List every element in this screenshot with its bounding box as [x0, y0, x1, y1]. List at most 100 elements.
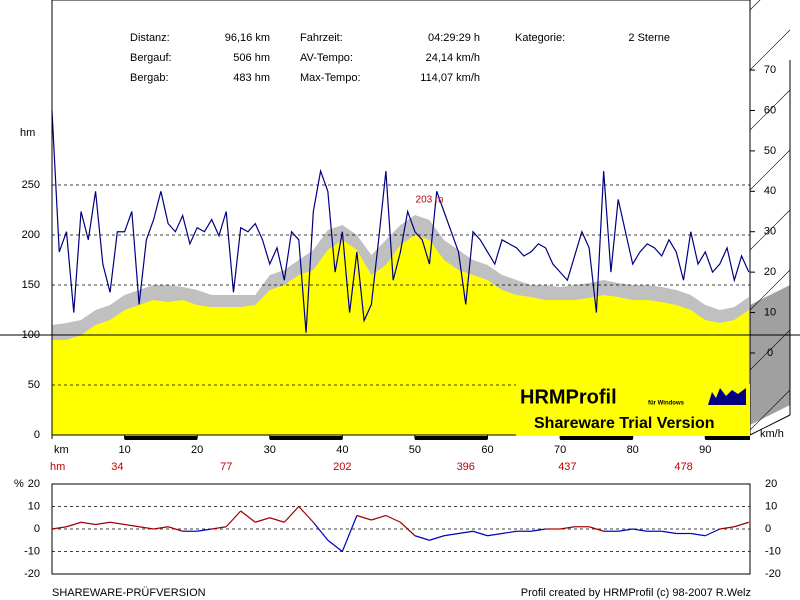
gradient-segment: [283, 506, 300, 523]
logo-trial: Shareware Trial Version: [534, 415, 715, 432]
logo-icon: [708, 388, 746, 405]
gradient-segment: [588, 526, 604, 532]
gradient-segment: [341, 515, 358, 552]
stat-value: 483 hm: [233, 72, 270, 84]
stat-label: Distanz:: [130, 32, 170, 44]
y-tick-label: 10: [28, 500, 40, 512]
x-tick-label: 60: [481, 444, 493, 456]
x-tick-label: 50: [409, 444, 421, 456]
depth-line: [749, 29, 791, 71]
logo-subtitle: für Windows: [648, 401, 685, 407]
stat-value: 04:29:29 h: [428, 32, 480, 44]
depth-edge: [749, 414, 791, 436]
stat-label: Max-Tempo:: [300, 72, 361, 84]
logo-box: [516, 384, 750, 436]
climb-value: 478: [674, 461, 692, 473]
gradient-segment: [298, 506, 314, 523]
km-band: [124, 436, 198, 440]
gradient-segment: [269, 517, 285, 523]
gradient-segment: [255, 517, 270, 523]
stat-label: AV-Tempo:: [300, 52, 353, 64]
stat-label: Bergab:: [130, 72, 169, 84]
gradient-segment: [414, 535, 430, 541]
footer-right: Profil created by HRMProfil (c) 98-2007 …: [521, 587, 751, 599]
stat-value: 24,14 km/h: [426, 52, 480, 64]
gradient-segment: [225, 510, 242, 528]
km-band: [560, 436, 633, 440]
gradient-segment: [371, 514, 387, 521]
y-tick-label: -10: [24, 545, 40, 557]
depth-line: [749, 329, 791, 371]
gradient-segment: [385, 514, 401, 523]
y-axis-label: hm: [20, 127, 35, 139]
gradient-segment: [95, 521, 111, 526]
y2-tick-label: 10: [764, 306, 776, 318]
gradient-segment: [487, 532, 503, 537]
y-tick-label: 250: [22, 179, 40, 191]
gradient-segment: [211, 526, 227, 530]
gradient-segment: [167, 526, 183, 532]
logo: HRMProfil für Windows Shareware Trial Ve…: [516, 384, 750, 436]
y-tick-label-right: 0: [765, 523, 771, 535]
speed-line: [51, 110, 750, 333]
climb-value: 34: [111, 461, 123, 473]
gradient-segment: [197, 528, 212, 532]
gradient-segment: [51, 526, 67, 530]
y-tick-label: 200: [22, 229, 40, 241]
gradient-segment: [400, 521, 416, 537]
gradient-segment: [429, 535, 445, 541]
km-band: [705, 436, 750, 440]
x-tick-label: 20: [191, 444, 203, 456]
stat-value: 2 Sterne: [628, 32, 670, 44]
stat-label: Fahrzeit:: [300, 32, 343, 44]
gradient-segment: [734, 521, 750, 528]
depth-line: [749, 0, 761, 11]
gradient-segment: [139, 526, 154, 530]
y-axis-label: %: [14, 478, 24, 490]
x-tick-label: 30: [264, 444, 276, 456]
climb-value: 77: [220, 461, 232, 473]
stat-value: 506 hm: [233, 52, 270, 64]
gradient-segment: [705, 528, 721, 537]
y2-axis-label: km/h: [760, 428, 784, 440]
km-band: [269, 436, 343, 440]
gradient-segment: [66, 521, 82, 528]
gradient-segment: [312, 521, 329, 541]
gradient-segment: [632, 528, 648, 532]
y-tick-label: 20: [28, 478, 40, 490]
climb-value: 396: [457, 461, 475, 473]
gradient-segment: [80, 521, 96, 526]
climb-label: hm: [50, 461, 65, 473]
gradient-segment: [472, 530, 488, 537]
gradient-segment: [501, 530, 517, 535]
y2-tick-label: 70: [764, 64, 776, 76]
gradient-segment: [443, 532, 459, 537]
y-tick-label-right: 20: [765, 478, 777, 490]
climb-value: 437: [558, 461, 576, 473]
depth-panel: [750, 285, 790, 425]
y2-tick-label: 40: [764, 185, 776, 197]
y-tick-label-right: -10: [765, 545, 781, 557]
y-tick-label: 150: [22, 279, 40, 291]
gradient-segment: [530, 528, 546, 532]
x-tick-label: km: [54, 444, 69, 456]
depth-line: [749, 269, 791, 311]
gradient-segment: [661, 530, 677, 535]
depth-line: [749, 209, 791, 251]
y-tick-label-right: -20: [765, 568, 781, 580]
logo-title: HRMProfil: [520, 386, 617, 408]
gradient-segment: [153, 526, 169, 530]
x-tick-label: 90: [699, 444, 711, 456]
stat-value: 114,07 km/h: [420, 72, 480, 84]
y2-tick-label: 0: [767, 347, 773, 359]
gradient-segment: [356, 514, 372, 521]
depth-line: [749, 89, 791, 131]
gradient-frame: [51, 483, 751, 575]
x-tick-label: 80: [627, 444, 639, 456]
stat-value: 96,16 km: [225, 32, 270, 44]
y2-tick-label: 30: [764, 226, 776, 238]
y-tick-label-right: 10: [765, 500, 777, 512]
gradient-chart: 20 20 10 10 0 0 -10 -10 -20 -20%: [14, 478, 781, 580]
header: Distanz: 96,16 km Bergauf: 506 hm Bergab: 483…: [130, 32, 670, 84]
gradient-segment: [327, 539, 343, 552]
